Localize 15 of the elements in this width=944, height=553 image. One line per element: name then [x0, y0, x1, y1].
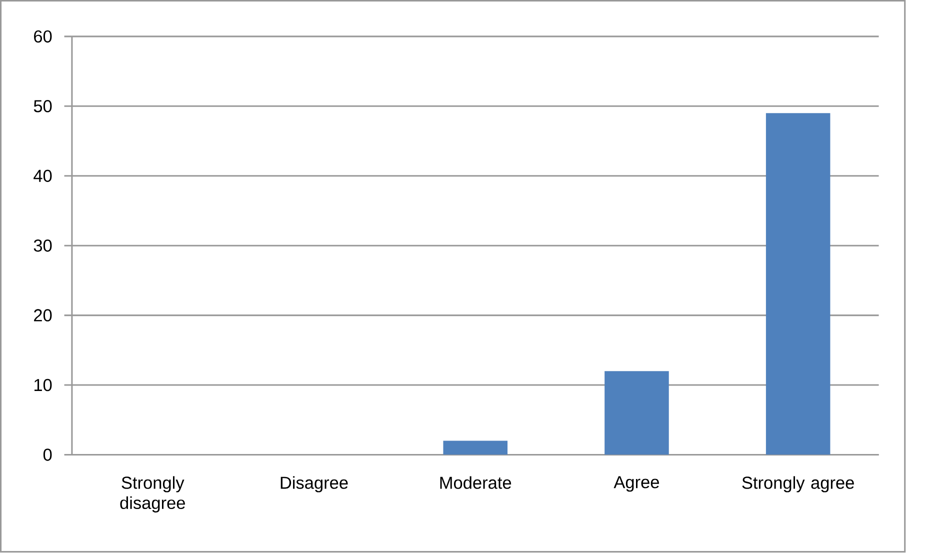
x-tick-label: Agree — [614, 476, 659, 492]
x-tick-label: Strongly agree — [742, 476, 854, 493]
y-tick-label: 0 — [43, 448, 52, 462]
x-tick-label: Moderate — [440, 476, 512, 490]
bar — [766, 113, 830, 455]
y-tick-label: 10 — [34, 379, 52, 392]
y-tick-label: 20 — [34, 309, 52, 322]
x-tick-label: Strongly disagree — [120, 476, 185, 513]
y-tick-label: 40 — [34, 170, 52, 182]
y-tick-label: 30 — [34, 240, 52, 252]
x-tick-label: Disagree — [280, 476, 348, 493]
y-tick-label: 60 — [34, 30, 52, 43]
y-tick-label: 50 — [34, 100, 52, 112]
bar — [604, 371, 669, 455]
bar — [443, 440, 508, 455]
